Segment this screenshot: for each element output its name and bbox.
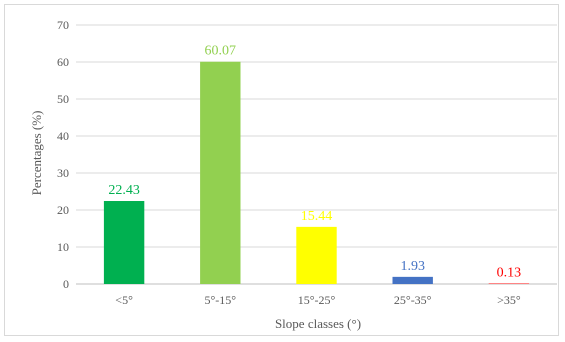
bar bbox=[296, 227, 336, 284]
x-tick-label: >35° bbox=[497, 293, 521, 307]
bar-value-label: 1.93 bbox=[400, 259, 425, 274]
x-tick-label: 15°-25° bbox=[298, 293, 336, 307]
y-tick-label: 60 bbox=[57, 55, 69, 69]
x-tick-label: <5° bbox=[115, 293, 133, 307]
x-axis-label: Slope classes (°) bbox=[275, 316, 361, 331]
x-tick-label: 25°-35° bbox=[394, 293, 432, 307]
bar-value-label: 15.44 bbox=[301, 209, 333, 224]
x-axis-ticks: <5° 5°-15° 15°-25° 25°-35° >35° bbox=[115, 293, 521, 307]
bar-value-label: 60.07 bbox=[205, 44, 237, 59]
bar bbox=[104, 201, 144, 284]
x-tick-label: 5°-15° bbox=[205, 293, 237, 307]
y-tick-label: 0 bbox=[63, 277, 69, 291]
bar bbox=[392, 277, 432, 284]
y-axis-label: Percentages (%) bbox=[29, 111, 44, 196]
y-axis-ticks: 0 10 20 30 40 50 60 70 bbox=[57, 18, 69, 291]
bar-value-label: 0.13 bbox=[497, 266, 522, 281]
y-tick-label: 40 bbox=[57, 129, 69, 143]
y-tick-label: 20 bbox=[57, 203, 69, 217]
y-tick-label: 50 bbox=[57, 92, 69, 106]
y-tick-label: 30 bbox=[57, 166, 69, 180]
y-tick-label: 70 bbox=[57, 18, 69, 32]
bar-value-label: 22.43 bbox=[108, 183, 140, 198]
bar bbox=[200, 62, 240, 284]
y-tick-label: 10 bbox=[57, 240, 69, 254]
